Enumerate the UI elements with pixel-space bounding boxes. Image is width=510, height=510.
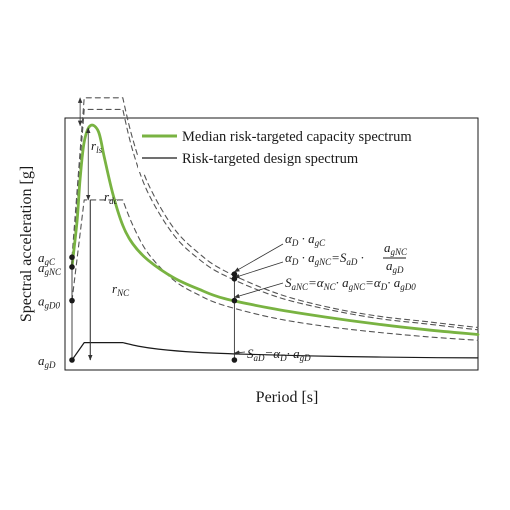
leader-sanc: [233, 282, 284, 299]
series-dashed-spectrum-4: [71, 199, 479, 341]
annotation-r-nc: rNC: [112, 281, 130, 298]
y-tick-label-gd: agD: [38, 353, 56, 370]
annotation-sanc: SaNC=αNC· agNC=αD· agD0: [285, 275, 416, 292]
series-layer: [70, 97, 480, 361]
series-median-risk-targeted-capacity-spectrum: [70, 123, 480, 336]
point-marker-sad: [231, 357, 238, 363]
y-tick-label-gd0: agD0: [38, 294, 60, 311]
point-marker-agnc: [231, 276, 238, 282]
annotation-alpha-agc: αD · agC: [285, 231, 326, 248]
y-axis-title: Spectral acceleration [g]: [18, 166, 35, 322]
annotation-r-nc-sub: NC: [116, 288, 130, 298]
annotation-r-ls-sub: ls: [96, 145, 103, 155]
annotation-fraction-den: agD: [386, 258, 404, 275]
annotation-sad: SaD=αD· agD: [247, 346, 311, 363]
plot-frame: [64, 117, 479, 371]
point-marker-agc: [231, 271, 238, 277]
legend-label-design: Risk-targeted design spectrum: [182, 151, 359, 167]
annotation-fraction-num: agNC: [384, 240, 408, 257]
point-axis-gnc: [69, 264, 75, 270]
x-axis-title: Period [s]: [256, 389, 319, 406]
point-axis-gc: [69, 254, 75, 261]
legend: Median risk-targeted capacity spectrum R…: [138, 124, 476, 172]
point-axis-gd: [69, 357, 75, 363]
legend-box: [138, 124, 476, 172]
guide-layer: [71, 97, 284, 361]
annotation-alpha-agnc: αD · agNC=SaD ·: [285, 250, 364, 267]
leader-alpha-agnc: [233, 261, 284, 279]
leader-sad: [233, 350, 246, 355]
annotation-r-dc-sub: dc: [109, 196, 118, 206]
point-layer: [69, 254, 238, 363]
legend-label-capacity: Median risk-targeted capacity spectrum: [182, 129, 412, 145]
series-risk-targeted-design-spectrum: [71, 342, 479, 361]
series-dashed-spectrum-3: [71, 108, 479, 331]
point-axis-gd0: [69, 297, 75, 304]
leader-alpha-agc: [233, 243, 284, 273]
point-marker-sanc: [231, 297, 238, 304]
annotation-r-ls: rls: [91, 138, 103, 155]
